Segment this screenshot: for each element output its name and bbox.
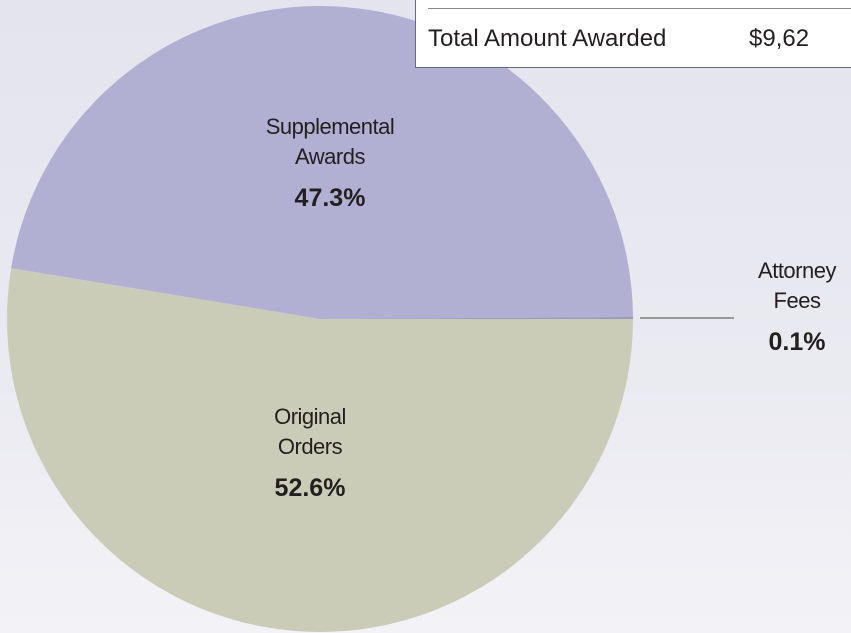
pie-slice	[11, 5, 633, 319]
value-label: 0.1%	[768, 328, 826, 356]
value-label: 52.6%	[274, 474, 346, 502]
summary-label: Total Amount Awarded	[428, 25, 667, 52]
slice-label: Attorney Fees	[758, 258, 836, 313]
value-label: 47.3%	[294, 184, 366, 212]
pie-slice	[6, 268, 634, 633]
pie-slice	[320, 317, 633, 319]
slice-label: Original Orders	[274, 404, 346, 459]
summary-value: $9,62	[749, 25, 810, 52]
summary-box: Total Amount Awarded $9,62	[415, 0, 851, 68]
separator	[428, 8, 851, 9]
slice-label: Supplemental Awards	[265, 114, 395, 169]
